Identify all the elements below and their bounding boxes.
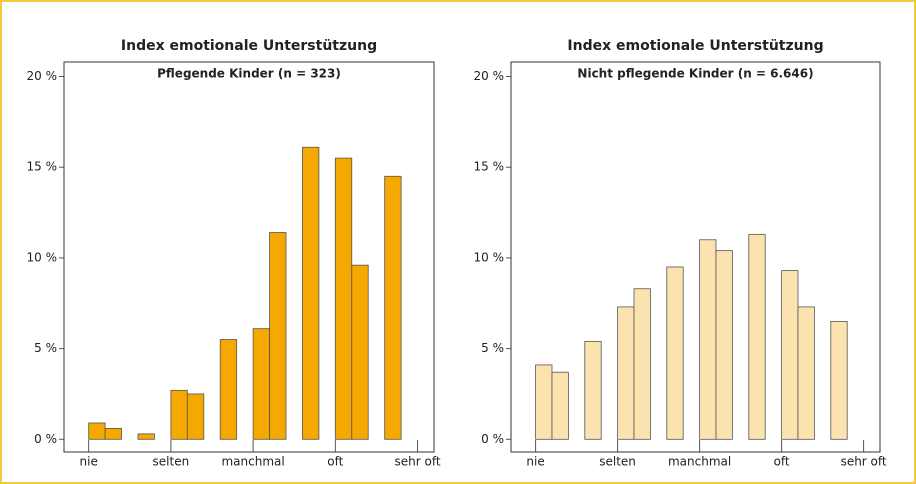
bar bbox=[584, 340, 602, 440]
bar bbox=[535, 364, 553, 440]
bar bbox=[781, 270, 799, 440]
y-tick-label: 0 % bbox=[481, 432, 504, 446]
bar bbox=[551, 371, 569, 440]
x-tick-label: oft bbox=[327, 455, 343, 469]
bar bbox=[666, 266, 684, 440]
x-tick-label: oft bbox=[774, 455, 790, 469]
y-tick-label: 5 % bbox=[481, 341, 504, 355]
bar bbox=[137, 433, 155, 440]
bar bbox=[170, 389, 188, 440]
bar bbox=[748, 233, 766, 440]
bar bbox=[252, 328, 270, 440]
x-tick-label: manchmal bbox=[668, 455, 731, 469]
x-tick-label: nie bbox=[526, 455, 544, 469]
x-tick-label: selten bbox=[153, 455, 190, 469]
x-tick-label: manchmal bbox=[221, 455, 284, 469]
y-tick-label: 15 % bbox=[27, 160, 58, 174]
x-tick-label: nie bbox=[80, 455, 98, 469]
y-tick-label: 10 % bbox=[474, 250, 505, 264]
bar bbox=[797, 306, 815, 440]
chart-title: Index emotionale Unterstützung bbox=[121, 38, 377, 54]
bar bbox=[617, 306, 635, 440]
bar bbox=[104, 428, 122, 440]
bar bbox=[633, 288, 651, 440]
y-tick-label: 20 % bbox=[474, 69, 505, 83]
y-tick-label: 20 % bbox=[27, 69, 58, 83]
x-tick-label: sehr oft bbox=[841, 455, 887, 469]
y-tick-label: 10 % bbox=[27, 250, 58, 264]
y-tick-label: 15 % bbox=[474, 160, 505, 174]
bar bbox=[699, 239, 717, 440]
chart-title: Index emotionale Unterstützung bbox=[567, 38, 823, 54]
bar bbox=[715, 250, 733, 440]
bar bbox=[302, 146, 320, 440]
chart-subtitle: Pflegende Kinder (n = 323) bbox=[157, 67, 341, 81]
bar bbox=[219, 339, 238, 440]
y-tick-label: 5 % bbox=[34, 341, 57, 355]
bar bbox=[88, 422, 106, 440]
plot-frame bbox=[63, 61, 435, 453]
bar bbox=[384, 175, 402, 440]
y-tick-label: 0 % bbox=[34, 432, 57, 446]
x-tick-label: selten bbox=[599, 455, 636, 469]
bar bbox=[334, 157, 353, 440]
bar bbox=[186, 393, 205, 440]
x-tick-label: sehr oft bbox=[395, 455, 441, 469]
plot-frame bbox=[510, 61, 881, 453]
bar bbox=[351, 264, 369, 440]
chart-subtitle: Nicht pflegende Kinder (n = 6.646) bbox=[577, 67, 813, 81]
bar bbox=[830, 320, 848, 440]
bar bbox=[269, 232, 287, 440]
